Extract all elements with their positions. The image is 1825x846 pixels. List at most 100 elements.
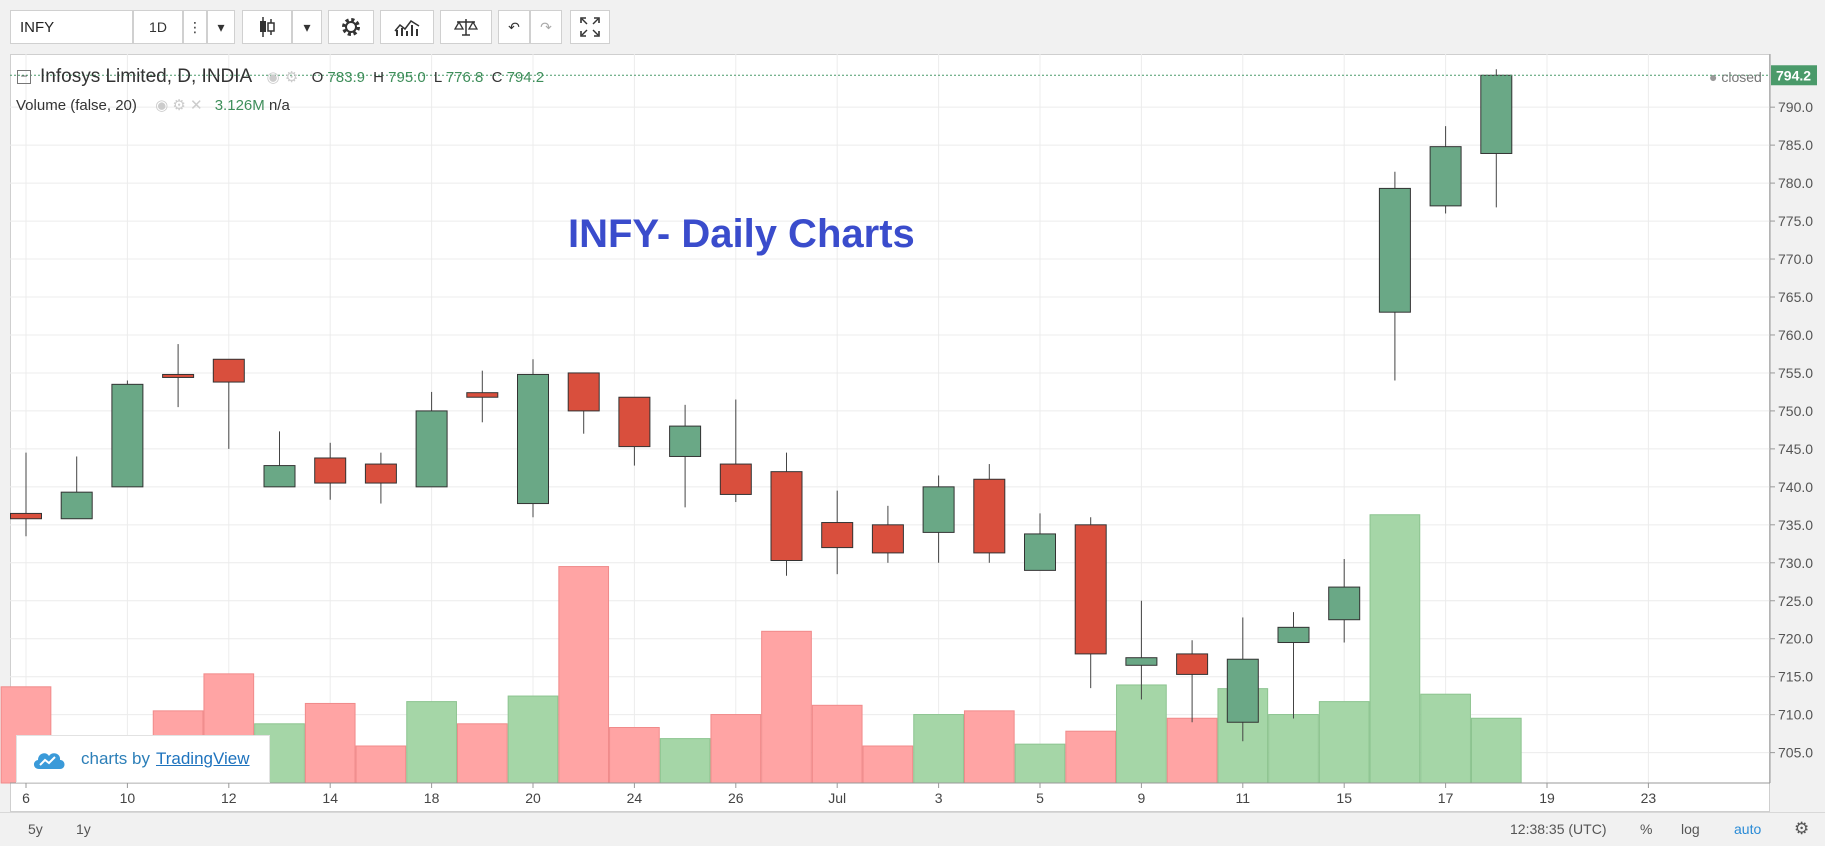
status-text: closed xyxy=(1721,69,1762,85)
interval-button[interactable]: 1D xyxy=(133,10,183,44)
open-value: 783.9 xyxy=(327,69,365,86)
more-intervals-icon[interactable]: ⋮ xyxy=(183,10,207,44)
volume-bar xyxy=(1065,730,1117,784)
volume-settings-icon[interactable]: ⚙ xyxy=(172,97,186,114)
interval-dropdown-icon[interactable]: ▾ xyxy=(207,10,235,44)
undo-icon[interactable]: ↶ xyxy=(498,10,530,44)
volume-bar xyxy=(1318,701,1370,784)
candle-body xyxy=(466,392,499,398)
symbol-input[interactable]: INFY xyxy=(10,10,133,44)
low-label: L xyxy=(433,69,442,86)
volume-bar xyxy=(558,566,610,784)
compare-scale-icon[interactable] xyxy=(440,10,492,44)
log-scale-button[interactable]: log xyxy=(1681,821,1700,837)
y-tick-label: 750.0 xyxy=(1778,403,1813,419)
y-tick-label: 740.0 xyxy=(1778,479,1813,495)
settings-gear-icon[interactable] xyxy=(328,10,374,44)
symbol-text: INFY xyxy=(20,18,55,36)
volume-remove-icon[interactable]: ✕ xyxy=(189,97,203,114)
candle-body xyxy=(770,471,803,562)
volume-bar xyxy=(355,745,407,784)
candle-body xyxy=(111,383,144,488)
volume-value: 3.126M xyxy=(214,97,265,114)
x-tick-label: 5 xyxy=(1036,790,1044,806)
candle-body xyxy=(1328,586,1361,621)
percent-scale-button[interactable]: % xyxy=(1640,821,1653,837)
candlestick-icon[interactable] xyxy=(242,10,292,44)
candle-body xyxy=(1480,74,1513,154)
y-tick-label: 705.0 xyxy=(1778,745,1813,761)
candle-body xyxy=(973,478,1006,554)
tradingview-watermark[interactable]: charts by TradingView xyxy=(16,735,270,783)
volume-bar xyxy=(1420,693,1471,784)
volume-bar xyxy=(304,702,356,784)
interval-text: 1D xyxy=(149,19,167,35)
candle-body xyxy=(719,463,752,495)
y-tick-label: 760.0 xyxy=(1778,327,1813,343)
x-tick-label: 20 xyxy=(525,790,541,806)
clock-time: 12:38:35 (UTC) xyxy=(1510,821,1607,837)
range-5y-button[interactable]: 5y xyxy=(28,821,43,837)
chart-type-dropdown-icon[interactable]: ▾ xyxy=(292,10,322,44)
y-tick-label: 765.0 xyxy=(1778,289,1813,305)
tradingview-link[interactable]: TradingView xyxy=(155,749,250,768)
eye-icon[interactable]: ◉ xyxy=(266,69,280,86)
top-toolbar: INFY 1D ⋮ ▾ ▾ ↶ ↷ xyxy=(0,0,1825,54)
x-tick-label: Jul xyxy=(828,790,846,806)
last-price-label: 794.2 xyxy=(1776,67,1811,83)
volume-bar xyxy=(456,723,508,784)
y-tick-label: 715.0 xyxy=(1778,669,1813,685)
candle-body xyxy=(669,425,702,457)
cloud-logo-icon xyxy=(33,753,65,769)
fullscreen-icon[interactable] xyxy=(570,10,610,44)
high-label: H xyxy=(373,69,384,86)
y-tick-label: 710.0 xyxy=(1778,707,1813,723)
volume-eye-icon[interactable]: ◉ xyxy=(155,97,169,114)
y-tick-label: 785.0 xyxy=(1778,137,1813,153)
grid xyxy=(10,54,1770,783)
y-tick-label: 720.0 xyxy=(1778,631,1813,647)
high-value: 795.0 xyxy=(388,69,426,86)
candle-body xyxy=(1125,657,1158,666)
volume-bar xyxy=(1268,714,1319,784)
price-axis: 705.0 710.0 715.0 720.0 725.0 730.0 735.0 740.0… xyxy=(10,54,1817,783)
candle-body xyxy=(1176,653,1209,675)
volume-bar xyxy=(913,714,964,784)
x-tick-label: 11 xyxy=(1236,790,1251,806)
candle-body xyxy=(364,463,397,484)
close-value: 794.2 xyxy=(506,69,545,86)
volume-bar xyxy=(1166,717,1218,784)
candle-body xyxy=(162,373,195,378)
candle-body xyxy=(1277,626,1310,644)
candle-body xyxy=(1378,187,1411,313)
x-tick-label: 26 xyxy=(728,790,744,806)
volume-label: Volume (false, 20) xyxy=(16,97,137,114)
x-tick-label: 24 xyxy=(627,790,643,806)
volume-extra: n/a xyxy=(268,97,290,114)
candle-body xyxy=(1074,524,1107,655)
collapse-legend-icon[interactable]: − xyxy=(17,70,31,84)
x-tick-label: 15 xyxy=(1336,790,1352,806)
legend-title: Infosys Limited, D, INDIA xyxy=(40,66,252,87)
candle-body xyxy=(618,396,651,448)
bottom-settings-icon[interactable]: ⚙ xyxy=(1794,819,1810,838)
legend-settings-icon[interactable]: ⚙ xyxy=(284,69,299,86)
volume-bar xyxy=(1014,743,1066,784)
x-tick-label: 3 xyxy=(935,790,943,806)
auto-scale-button[interactable]: auto xyxy=(1734,821,1762,837)
chart-area[interactable] xyxy=(10,54,1770,812)
volume-bar xyxy=(1116,684,1167,784)
status-dot-icon: ● xyxy=(1709,69,1718,85)
close-label: C xyxy=(491,69,503,86)
redo-icon[interactable]: ↷ xyxy=(530,10,562,44)
y-tick-label: 735.0 xyxy=(1778,517,1813,533)
range-1y-button[interactable]: 1y xyxy=(76,821,91,837)
volume-bar xyxy=(1470,717,1522,784)
indicators-icon[interactable] xyxy=(380,10,434,44)
market-status: ● closed xyxy=(1709,69,1762,85)
candle-body xyxy=(567,372,600,412)
volume-bar xyxy=(811,704,863,784)
candle-body xyxy=(1024,533,1056,571)
x-tick-label: 18 xyxy=(424,790,440,806)
